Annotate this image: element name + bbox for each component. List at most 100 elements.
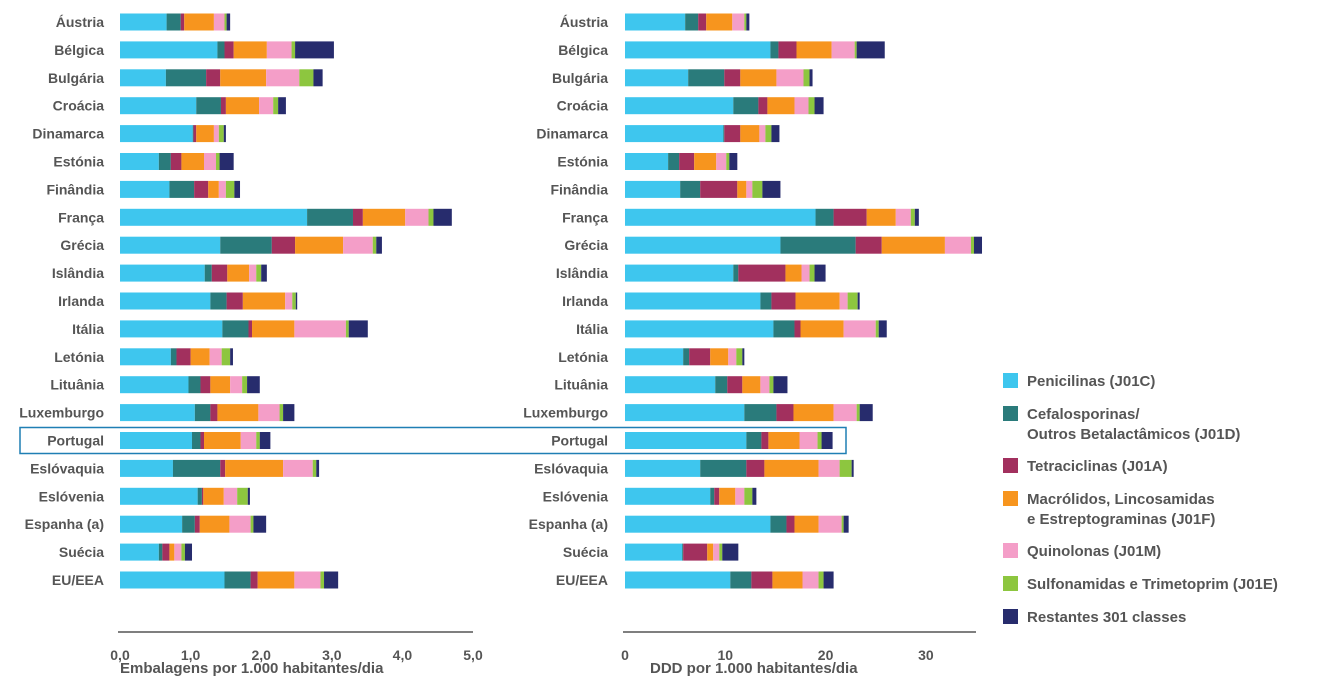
bar-packages-eslovenia-s7: [247, 487, 250, 505]
bar-packages-finandia-s7: [234, 180, 241, 198]
bar-packages-espanha-a-s6: [250, 515, 254, 533]
bar-packages-grecia-s1: [120, 236, 221, 254]
legend-item-3: Tetraciclinas (J01A): [1003, 458, 1168, 475]
category-label-grecia: Grécia: [60, 237, 104, 253]
bar-packages-franca-s7: [433, 208, 452, 226]
bar-ddd-portugal-s4: [768, 432, 800, 449]
bar-packages-luxemburgo-s3: [210, 404, 218, 422]
bar-ddd-grecia-s7: [973, 236, 983, 254]
bar-packages-belgica-s4: [233, 41, 267, 59]
category-label-eu-eea: EU/EEA: [556, 572, 608, 588]
bar-packages-eu-eea-s7: [324, 571, 339, 589]
category-label-croacia: Croácia: [53, 98, 105, 114]
bar-packages-suecia-s7: [184, 543, 193, 561]
bar-ddd-austria-s2: [685, 13, 699, 31]
bar-packages-finandia-s6: [225, 180, 235, 198]
category-label-suecia: Suécia: [59, 544, 104, 560]
bar-ddd-lituania-s7: [773, 376, 788, 394]
bar-packages-finandia-s3: [194, 180, 209, 198]
bar-packages-bulgaria-s1: [120, 69, 166, 87]
bar-ddd-austria-s1: [625, 13, 686, 31]
bar-ddd-irlanda-s7: [857, 292, 860, 310]
bar-ddd-espanha-a-s6: [841, 515, 844, 533]
bar-ddd-eslovenia-s5: [735, 487, 745, 505]
category-label-bulgaria: Bulgária: [48, 70, 104, 86]
bar-ddd-eslovaquia-s2: [700, 459, 747, 477]
bar-ddd-bulgaria-s4: [740, 69, 777, 87]
bar-ddd-estonia-s7: [729, 153, 738, 170]
category-label-belgica: Bélgica: [558, 42, 608, 58]
bar-packages-irlanda-s4: [242, 292, 286, 310]
bar-packages-grecia-s5: [343, 236, 373, 254]
bar-ddd-lituania-s5: [760, 376, 770, 394]
bar-ddd-eu-eea-s5: [802, 571, 819, 589]
bar-packages-bulgaria-s7: [313, 69, 323, 87]
bar-packages-eslovaquia-s6: [312, 459, 317, 477]
bar-ddd-estonia-s3: [679, 153, 695, 170]
bar-packages-eu-eea-s3: [250, 571, 258, 589]
bar-ddd-lituania-s4: [742, 376, 761, 394]
bar-packages-lituania-s1: [120, 376, 189, 394]
bar-ddd-grecia-s5: [944, 236, 971, 254]
category-label-islandia: Islândia: [52, 265, 104, 281]
bar-packages-grecia-s2: [220, 236, 272, 254]
category-label-finandia: Finândia: [46, 181, 104, 197]
category-label-islandia: Islândia: [556, 265, 608, 281]
bar-ddd-estonia-s2: [668, 153, 680, 170]
bar-ddd-eu-eea-s2: [730, 571, 752, 589]
bar-packages-luxemburgo-s7: [283, 404, 295, 422]
bar-ddd-croacia-s2: [733, 97, 759, 115]
bar-packages-grecia-s7: [376, 236, 382, 254]
legend-label-2-line-2: Outros Betalactâmicos (J01D): [1027, 426, 1240, 443]
bar-packages-bulgaria-s2: [165, 69, 207, 87]
bar-ddd-portugal-s2: [746, 432, 762, 449]
legend-swatch-4: [1003, 491, 1018, 506]
bar-packages-eslovenia-s4: [203, 487, 224, 505]
bar-ddd-islandia-s3: [738, 264, 786, 282]
bar-ddd-lituania-s1: [625, 376, 716, 394]
category-label-irlanda: Irlanda: [562, 293, 608, 309]
bar-ddd-suecia-s7: [722, 543, 739, 561]
category-label-eu-eea: EU/EEA: [52, 572, 104, 588]
bar-packages-franca-s4: [362, 208, 406, 226]
bar-packages-austria-s3: [180, 13, 185, 31]
bar-ddd-italia-s6: [875, 320, 879, 338]
bar-packages-franca-s3: [352, 208, 363, 226]
bar-packages-franca-s5: [405, 208, 429, 226]
category-label-bulgaria: Bulgária: [552, 70, 608, 86]
bar-packages-eu-eea-s2: [224, 571, 251, 589]
bar-ddd-grecia-s1: [625, 236, 781, 254]
category-label-dinamarca: Dinamarca: [536, 126, 608, 142]
category-label-luxemburgo: Luxemburgo: [523, 405, 608, 421]
legend: Penicilinas (J01C) Cefalosporinas/Outros …: [1003, 373, 1278, 626]
bar-ddd-finandia-s6: [752, 180, 763, 198]
bar-packages-bulgaria-s3: [206, 69, 221, 87]
bar-ddd-letonia-s4: [710, 348, 729, 366]
bar-packages-letonia-s2: [170, 348, 177, 366]
legend-item-1: Penicilinas (J01C): [1003, 373, 1155, 390]
bar-ddd-suecia-s5: [713, 543, 720, 561]
bar-packages-croacia-s4: [225, 97, 260, 115]
category-label-eslovaquia: Eslóvaquia: [534, 460, 608, 476]
category-label-letonia: Letónia: [558, 349, 608, 365]
portugal-highlight: [19, 426, 847, 455]
bar-ddd-estonia-s6: [726, 153, 730, 170]
bar-packages-suecia-s6: [181, 543, 185, 561]
bar-ddd-eslovenia-s2: [710, 487, 715, 505]
bar-packages-suecia-s4: [169, 543, 175, 561]
legend-label-3: Tetraciclinas (J01A): [1027, 458, 1168, 475]
bar-ddd-islandia-s7: [814, 264, 826, 282]
bar-ddd-irlanda-s6: [847, 292, 858, 310]
bar-packages-portugal-s5: [240, 432, 257, 449]
bar-packages-luxemburgo-s2: [194, 404, 211, 422]
bar-ddd-portugal-s3: [761, 432, 769, 449]
bar-packages-irlanda-s3: [226, 292, 243, 310]
bar-packages-eslovenia-s6: [237, 487, 248, 505]
bar-ddd-eu-eea-s3: [751, 571, 773, 589]
bar-packages-islandia-s2: [204, 264, 212, 282]
bar-ddd-estonia-s4: [694, 153, 717, 170]
bar-packages-belgica-s3: [224, 41, 234, 59]
bar-ddd-eu-eea-s4: [772, 571, 803, 589]
bar-ddd-espanha-a-s4: [794, 515, 819, 533]
legend-label-4-line-1: Macrólidos, Lincosamidas: [1027, 491, 1215, 508]
